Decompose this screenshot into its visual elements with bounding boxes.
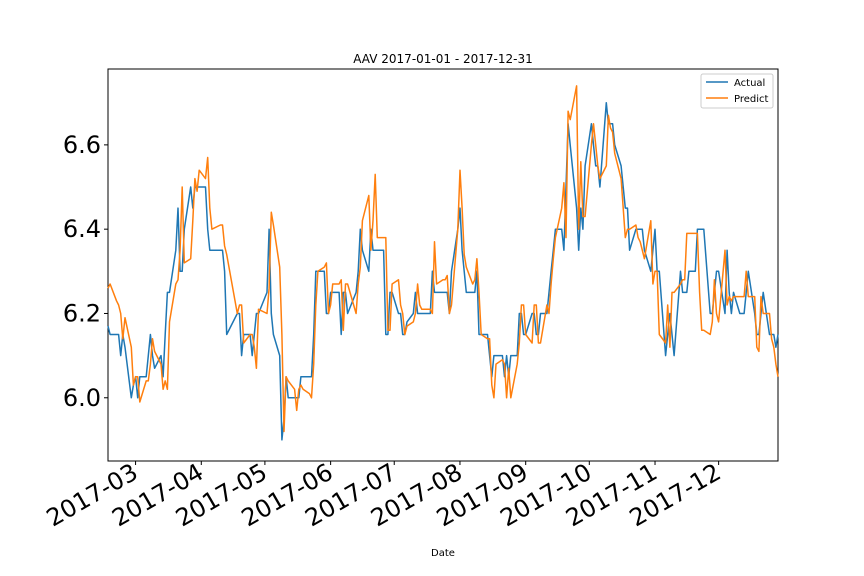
chart-title: AAV 2017-01-01 - 2017-12-31 [353,52,532,66]
y-tick-label: 6.0 [63,384,101,412]
legend: Actual Predict [700,73,774,109]
series-line-actual [107,101,779,441]
plot-area [107,68,779,462]
y-tick-label: 6.6 [63,131,101,159]
y-axis: 6.0 6.2 6.4 6.6 [63,131,108,412]
series-line-predict [107,85,779,433]
x-axis-label: Date [431,548,455,559]
y-tick-label: 6.2 [63,299,101,327]
series-layer [107,85,779,441]
legend-label-predict: Predict [734,94,769,105]
y-tick-label: 6.4 [63,215,101,243]
x-axis: 2017-032017-042017-052017-062017-072017-… [42,458,726,532]
legend-label-actual: Actual [734,78,765,89]
